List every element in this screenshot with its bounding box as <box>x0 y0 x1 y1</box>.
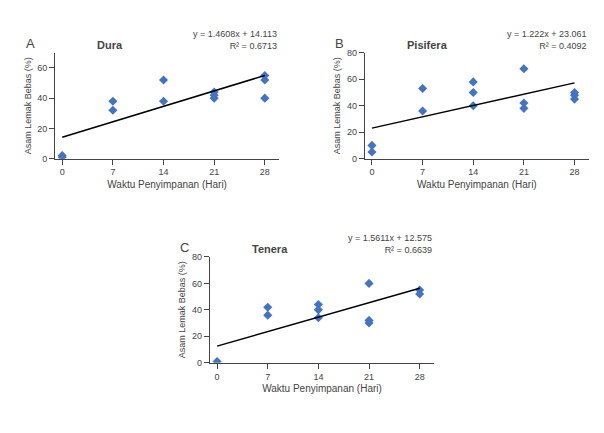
svg-text:21: 21 <box>209 167 219 177</box>
svg-text:A: A <box>26 36 35 51</box>
svg-text:Tenera: Tenera <box>252 243 288 255</box>
svg-text:80: 80 <box>347 48 357 58</box>
svg-text:7: 7 <box>420 167 425 177</box>
svg-text:Pisifera: Pisifera <box>407 39 448 51</box>
svg-text:20: 20 <box>347 127 357 137</box>
svg-text:Asam Lemak Bebas (%): Asam Lemak Bebas (%) <box>332 57 342 154</box>
svg-text:0: 0 <box>369 167 374 177</box>
svg-text:Asam Lemak Bebas (%): Asam Lemak Bebas (%) <box>23 57 33 154</box>
svg-text:y = 1.5611x + 12.575R² = 0.663: y = 1.5611x + 12.575R² = 0.6639 <box>348 233 432 255</box>
svg-text:28: 28 <box>570 167 580 177</box>
svg-text:7: 7 <box>265 372 270 382</box>
svg-text:0: 0 <box>42 154 47 164</box>
svg-text:28: 28 <box>260 167 270 177</box>
svg-text:14: 14 <box>313 372 323 382</box>
svg-text:y = 1.4608x + 14.113R² = 0.671: y = 1.4608x + 14.113R² = 0.6713 <box>193 29 277 51</box>
svg-text:40: 40 <box>37 93 47 103</box>
svg-text:0: 0 <box>60 167 65 177</box>
svg-text:20: 20 <box>37 124 47 134</box>
svg-text:Waktu Penyimpanan (Hari): Waktu Penyimpanan (Hari) <box>417 179 537 190</box>
svg-text:60: 60 <box>347 74 357 84</box>
svg-text:B: B <box>335 36 344 51</box>
svg-text:Asam Lemak Bebas (%): Asam Lemak Bebas (%) <box>177 261 187 358</box>
svg-text:28: 28 <box>415 372 425 382</box>
svg-text:21: 21 <box>364 372 374 382</box>
svg-text:7: 7 <box>110 167 115 177</box>
svg-text:60: 60 <box>192 279 202 289</box>
svg-text:14: 14 <box>468 167 478 177</box>
svg-text:y = 1.222x + 23.061R² = 0.4092: y = 1.222x + 23.061R² = 0.4092 <box>507 29 587 51</box>
svg-text:C: C <box>180 240 189 255</box>
svg-text:60: 60 <box>37 63 47 73</box>
svg-text:Waktu Penyimpanan (Hari): Waktu Penyimpanan (Hari) <box>107 179 227 190</box>
svg-text:Dura: Dura <box>97 39 123 51</box>
svg-text:21: 21 <box>519 167 529 177</box>
svg-text:0: 0 <box>197 358 202 368</box>
svg-text:40: 40 <box>192 305 202 315</box>
svg-text:14: 14 <box>159 167 169 177</box>
svg-text:0: 0 <box>215 372 220 382</box>
svg-text:0: 0 <box>352 154 357 164</box>
svg-text:Waktu Penyimpanan (Hari): Waktu Penyimpanan (Hari) <box>262 383 382 394</box>
svg-text:40: 40 <box>347 101 357 111</box>
svg-text:20: 20 <box>192 331 202 341</box>
svg-text:80: 80 <box>192 252 202 262</box>
